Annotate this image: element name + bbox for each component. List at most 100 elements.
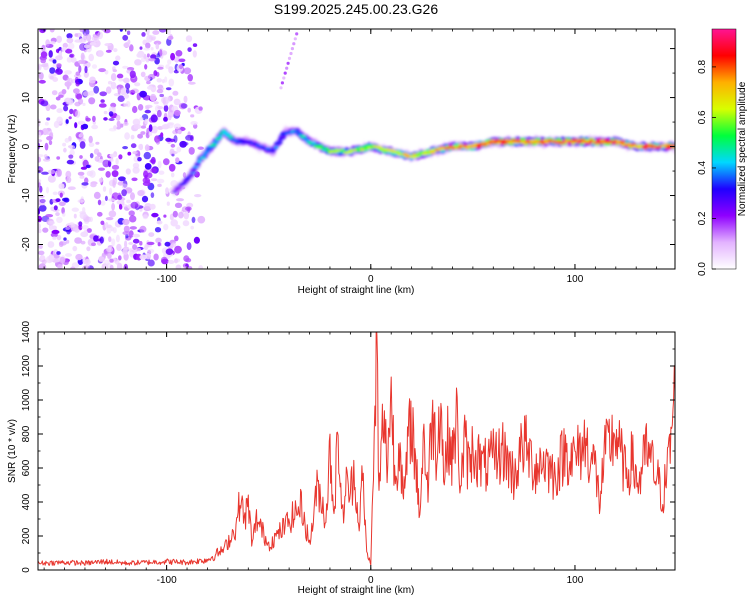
noise-blob (126, 199, 131, 204)
ridge-blob (199, 156, 207, 160)
noise-blob (156, 78, 163, 83)
noise-blob (132, 166, 140, 174)
noise-blob (149, 159, 156, 164)
noise-blob (156, 88, 164, 94)
noise-blob (290, 47, 294, 51)
noise-blob (50, 104, 57, 110)
colorbar-tick-label: 0.2 (697, 211, 708, 225)
noise-blob (65, 119, 69, 124)
noise-blob (178, 211, 184, 219)
noise-blob (118, 154, 123, 160)
noise-blob (143, 47, 150, 51)
noise-blob (84, 66, 88, 74)
noise-blob (136, 53, 143, 58)
noise-blob (140, 57, 146, 62)
noise-blob (115, 158, 119, 165)
noise-blob (79, 141, 86, 149)
ridge-blob (221, 129, 227, 132)
noise-blob (126, 88, 130, 94)
noise-blob (74, 237, 82, 244)
noise-blob (38, 208, 41, 215)
noise-blob (115, 114, 121, 121)
noise-blob (58, 94, 64, 99)
noise-blob (43, 154, 48, 159)
noise-blob (174, 202, 183, 208)
noise-blob (165, 248, 174, 255)
noise-blob (104, 43, 112, 47)
noise-blob (66, 159, 75, 165)
spectrogram-x-axis: -100 0 100 (43, 29, 658, 285)
noise-blob (105, 217, 114, 221)
noise-blob (185, 206, 192, 211)
noise-blob (137, 104, 144, 111)
noise-blob (127, 151, 132, 156)
noise-blob (52, 191, 58, 196)
noise-blob (38, 142, 41, 150)
noise-blob (130, 134, 135, 140)
noise-blob (118, 176, 126, 182)
noise-blob (157, 84, 164, 90)
noise-blob (103, 110, 108, 115)
noise-blob (144, 163, 152, 170)
noise-blob (187, 47, 192, 52)
noise-blob (61, 89, 67, 95)
colorbar-label: Normalized spectral amplitude (737, 81, 748, 216)
noise-blob (193, 236, 200, 244)
noise-blob (115, 234, 120, 243)
noise-blob (78, 65, 82, 73)
noise-blob (159, 93, 164, 98)
noise-blob (80, 196, 85, 205)
noise-blob (115, 55, 121, 61)
noise-blob (55, 212, 60, 217)
noise-blob (146, 172, 153, 179)
noise-blob (108, 198, 116, 202)
noise-blob (128, 230, 134, 238)
noise-blob (122, 146, 128, 150)
noise-blob (40, 63, 49, 68)
noise-blob (91, 64, 98, 69)
spectrogram-y-axis: -20 -10 0 10 20 (21, 43, 675, 270)
noise-blob (65, 239, 70, 244)
noise-blob (151, 212, 159, 218)
noise-blob (175, 224, 181, 230)
noise-blob (192, 43, 198, 47)
noise-blob (168, 66, 174, 74)
ridge-blob (618, 140, 626, 144)
noise-blob (141, 195, 149, 203)
noise-blob (129, 215, 137, 223)
noise-blob (38, 167, 44, 173)
ridge-blob (430, 151, 436, 154)
noise-blob (63, 105, 69, 112)
noise-blob (121, 78, 129, 82)
noise-blob (132, 105, 138, 114)
noise-blob (155, 237, 162, 244)
noise-blob (132, 162, 140, 169)
noise-blob (82, 207, 86, 213)
noise-blob (167, 260, 175, 264)
noise-blob (42, 227, 49, 233)
noise-blob (178, 64, 184, 70)
ridge-blob (485, 142, 492, 146)
noise-blob (167, 115, 172, 121)
noise-blob (62, 42, 68, 49)
noise-blob (38, 154, 44, 158)
noise-blob (104, 70, 109, 75)
ridge-blob (664, 146, 672, 150)
noise-blob (47, 241, 55, 248)
noise-blob (80, 52, 85, 61)
noise-blob (56, 216, 63, 224)
noise-blob (173, 135, 178, 143)
noise-blob (122, 65, 129, 69)
noise-blob (175, 264, 182, 269)
ridge-blob (172, 190, 178, 193)
noise-blob (48, 220, 55, 225)
noise-blob (179, 140, 187, 148)
ridge-blob (273, 145, 279, 149)
noise-blob (141, 32, 146, 37)
noise-blob (174, 245, 182, 254)
noise-blob (51, 90, 58, 96)
noise-blob (170, 242, 177, 248)
noise-blob (58, 201, 66, 207)
noise-blob (62, 142, 67, 147)
